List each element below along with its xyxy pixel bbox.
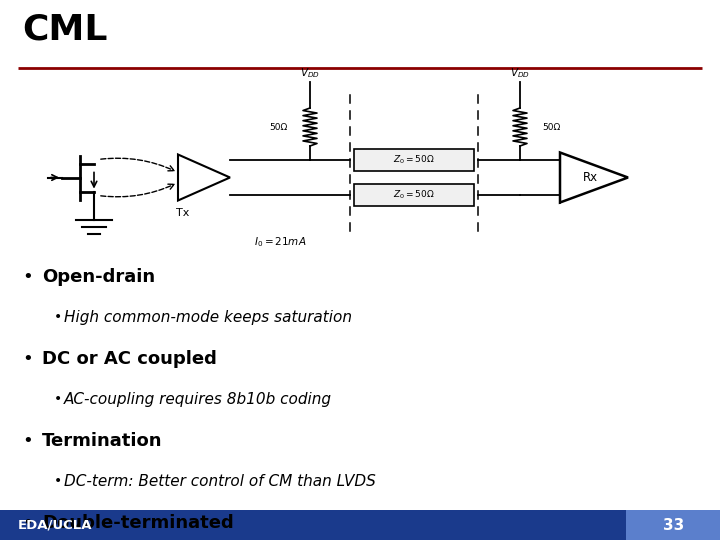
Text: •: •: [22, 514, 32, 532]
Text: $I_0 = 21mA$: $I_0 = 21mA$: [253, 235, 306, 249]
Text: •: •: [22, 350, 32, 368]
Text: •: •: [54, 392, 62, 406]
Polygon shape: [0, 510, 626, 540]
FancyBboxPatch shape: [354, 149, 474, 171]
Polygon shape: [626, 510, 720, 540]
Text: •: •: [54, 474, 62, 488]
Text: $Z_0 = 50\Omega$: $Z_0 = 50\Omega$: [393, 154, 435, 166]
Text: 50Ω: 50Ω: [542, 123, 560, 132]
Text: $V_{DD}$: $V_{DD}$: [510, 66, 530, 80]
Text: 33: 33: [662, 517, 684, 532]
Text: CML: CML: [22, 12, 107, 46]
Text: Tx: Tx: [176, 208, 189, 219]
Text: •: •: [22, 432, 32, 450]
Text: $Z_0 = 50\Omega$: $Z_0 = 50\Omega$: [393, 189, 435, 201]
Text: •: •: [22, 268, 32, 286]
FancyBboxPatch shape: [354, 184, 474, 206]
Text: Open-drain: Open-drain: [42, 268, 155, 286]
Text: Termination: Termination: [42, 432, 163, 450]
Text: Double-terminated: Double-terminated: [42, 514, 234, 532]
Text: $V_{DD}$: $V_{DD}$: [300, 66, 320, 80]
Text: Rx: Rx: [583, 171, 598, 184]
Text: AC-coupling requires 8b10b coding: AC-coupling requires 8b10b coding: [64, 392, 332, 407]
Text: 50Ω: 50Ω: [270, 123, 288, 132]
Text: •: •: [54, 310, 62, 324]
Text: DC or AC coupled: DC or AC coupled: [42, 350, 217, 368]
Text: High common-mode keeps saturation: High common-mode keeps saturation: [64, 310, 352, 325]
Text: DC-term: Better control of CM than LVDS: DC-term: Better control of CM than LVDS: [64, 474, 376, 489]
Text: EDA/UCLA: EDA/UCLA: [18, 518, 92, 531]
